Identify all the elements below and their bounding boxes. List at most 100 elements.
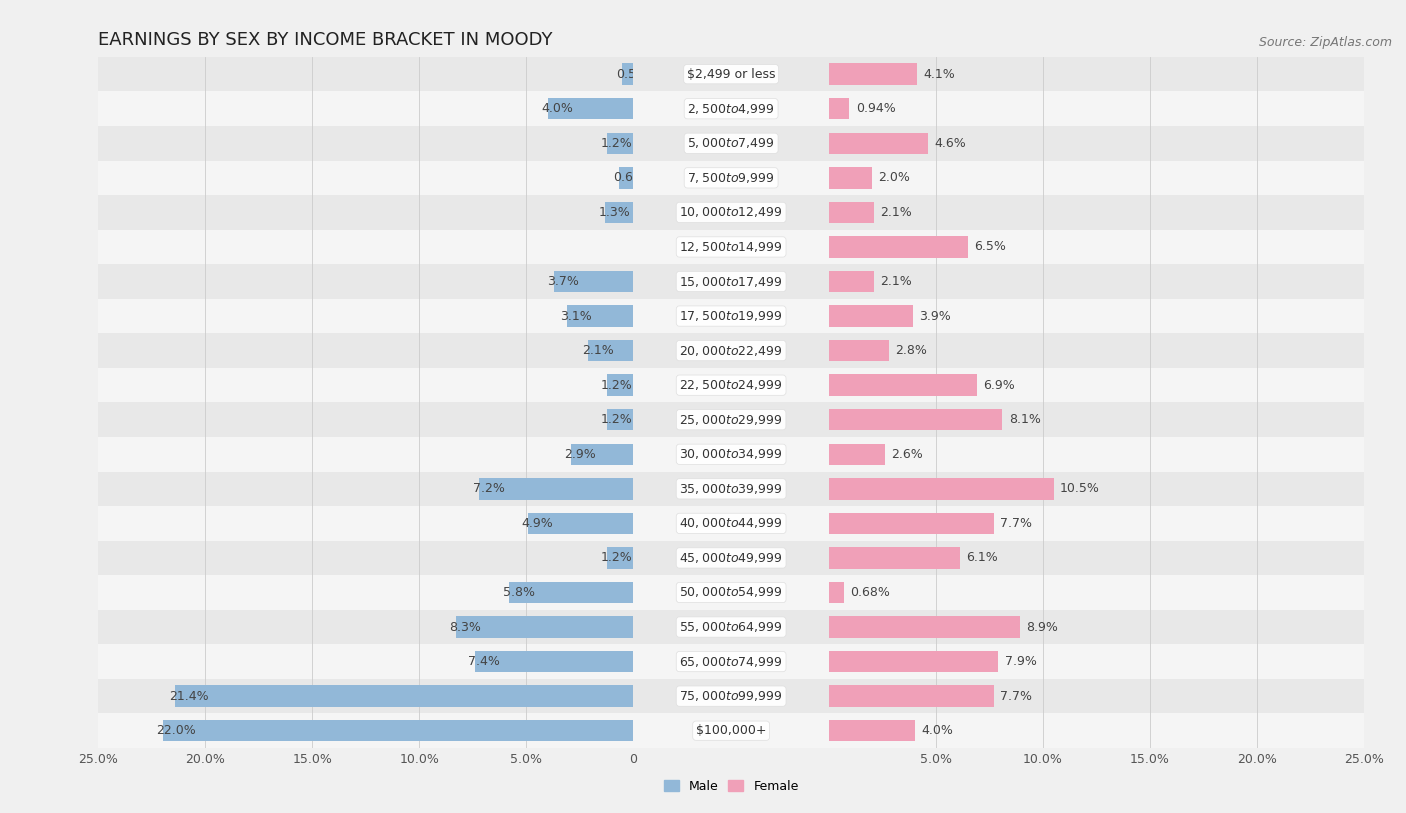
Bar [98,298,633,333]
Bar [830,202,875,223]
Text: 8.9%: 8.9% [1026,620,1057,633]
Text: 0.64%: 0.64% [613,172,652,185]
Text: 2.1%: 2.1% [880,206,912,219]
Bar [98,437,633,472]
Bar [830,437,1364,472]
Bar [830,340,889,361]
Bar [633,506,830,541]
Text: 22.0%: 22.0% [156,724,195,737]
Bar [633,126,830,161]
Bar [176,685,633,706]
Bar [830,444,884,465]
Bar [830,616,1019,637]
Bar [633,229,830,264]
Text: 7.9%: 7.9% [1004,655,1036,668]
Bar [830,720,915,741]
Bar [830,195,1364,229]
Bar [479,478,633,499]
Text: 3.9%: 3.9% [920,310,950,323]
Text: $25,000 to $29,999: $25,000 to $29,999 [679,413,783,427]
Bar [830,506,1364,541]
Bar [98,57,633,91]
Text: $50,000 to $54,999: $50,000 to $54,999 [679,585,783,599]
Text: $45,000 to $49,999: $45,000 to $49,999 [679,551,783,565]
Bar [98,264,633,298]
Bar [830,229,1364,264]
Bar [830,610,1364,644]
Bar [830,63,917,85]
Text: $40,000 to $44,999: $40,000 to $44,999 [679,516,783,530]
Bar [830,478,1053,499]
Bar [98,644,633,679]
Bar [620,167,633,189]
Text: $17,500 to $19,999: $17,500 to $19,999 [679,309,783,323]
Bar [98,679,633,714]
Text: 1.2%: 1.2% [600,379,633,392]
Bar [830,237,969,258]
Text: $2,500 to $4,999: $2,500 to $4,999 [688,102,775,115]
Bar [830,547,960,568]
Text: $15,000 to $17,499: $15,000 to $17,499 [679,275,783,289]
Bar [830,91,1364,126]
Text: 21.4%: 21.4% [169,689,208,702]
Bar [633,161,830,195]
Bar [509,582,633,603]
Bar [830,375,977,396]
Bar [830,367,1364,402]
Text: $10,000 to $12,499: $10,000 to $12,499 [679,206,783,220]
Text: 7.2%: 7.2% [472,482,505,495]
Text: 7.4%: 7.4% [468,655,501,668]
Bar [98,714,633,748]
Bar [623,63,633,85]
Text: 0.5%: 0.5% [616,67,648,80]
Text: 8.3%: 8.3% [449,620,481,633]
Bar [830,472,1364,506]
Bar [830,306,912,327]
Bar [475,651,633,672]
Bar [633,679,830,714]
Bar [98,91,633,126]
Bar [633,437,830,472]
Bar [633,610,830,644]
Text: 4.0%: 4.0% [921,724,953,737]
Text: 3.7%: 3.7% [547,275,579,288]
Text: 5.8%: 5.8% [502,586,534,599]
Bar [830,167,872,189]
Text: Source: ZipAtlas.com: Source: ZipAtlas.com [1258,36,1392,49]
Bar [830,161,1364,195]
Text: $100,000+: $100,000+ [696,724,766,737]
Bar [98,610,633,644]
Text: $65,000 to $74,999: $65,000 to $74,999 [679,654,783,668]
Text: 0.68%: 0.68% [851,586,890,599]
Text: 6.9%: 6.9% [983,379,1015,392]
Bar [830,126,1364,161]
Bar [607,547,633,568]
Bar [98,506,633,541]
Bar [830,513,994,534]
Bar [547,98,633,120]
Text: 7.7%: 7.7% [1000,517,1032,530]
Bar [98,576,633,610]
Text: $2,499 or less: $2,499 or less [688,67,775,80]
Bar [633,264,830,298]
Bar [588,340,633,361]
Bar [830,714,1364,748]
Bar [830,264,1364,298]
Bar [830,644,1364,679]
Bar [633,91,830,126]
Bar [830,298,1364,333]
Legend: Male, Female: Male, Female [658,775,804,798]
Text: 6.1%: 6.1% [966,551,998,564]
Text: 1.3%: 1.3% [599,206,630,219]
Text: $75,000 to $99,999: $75,000 to $99,999 [679,689,783,703]
Bar [98,472,633,506]
Bar [633,541,830,576]
Bar [633,367,830,402]
Bar [633,195,830,229]
Text: 2.6%: 2.6% [891,448,922,461]
Bar [607,409,633,430]
Bar [830,57,1364,91]
Bar [830,333,1364,367]
Bar [830,541,1364,576]
Text: 8.1%: 8.1% [1010,413,1040,426]
